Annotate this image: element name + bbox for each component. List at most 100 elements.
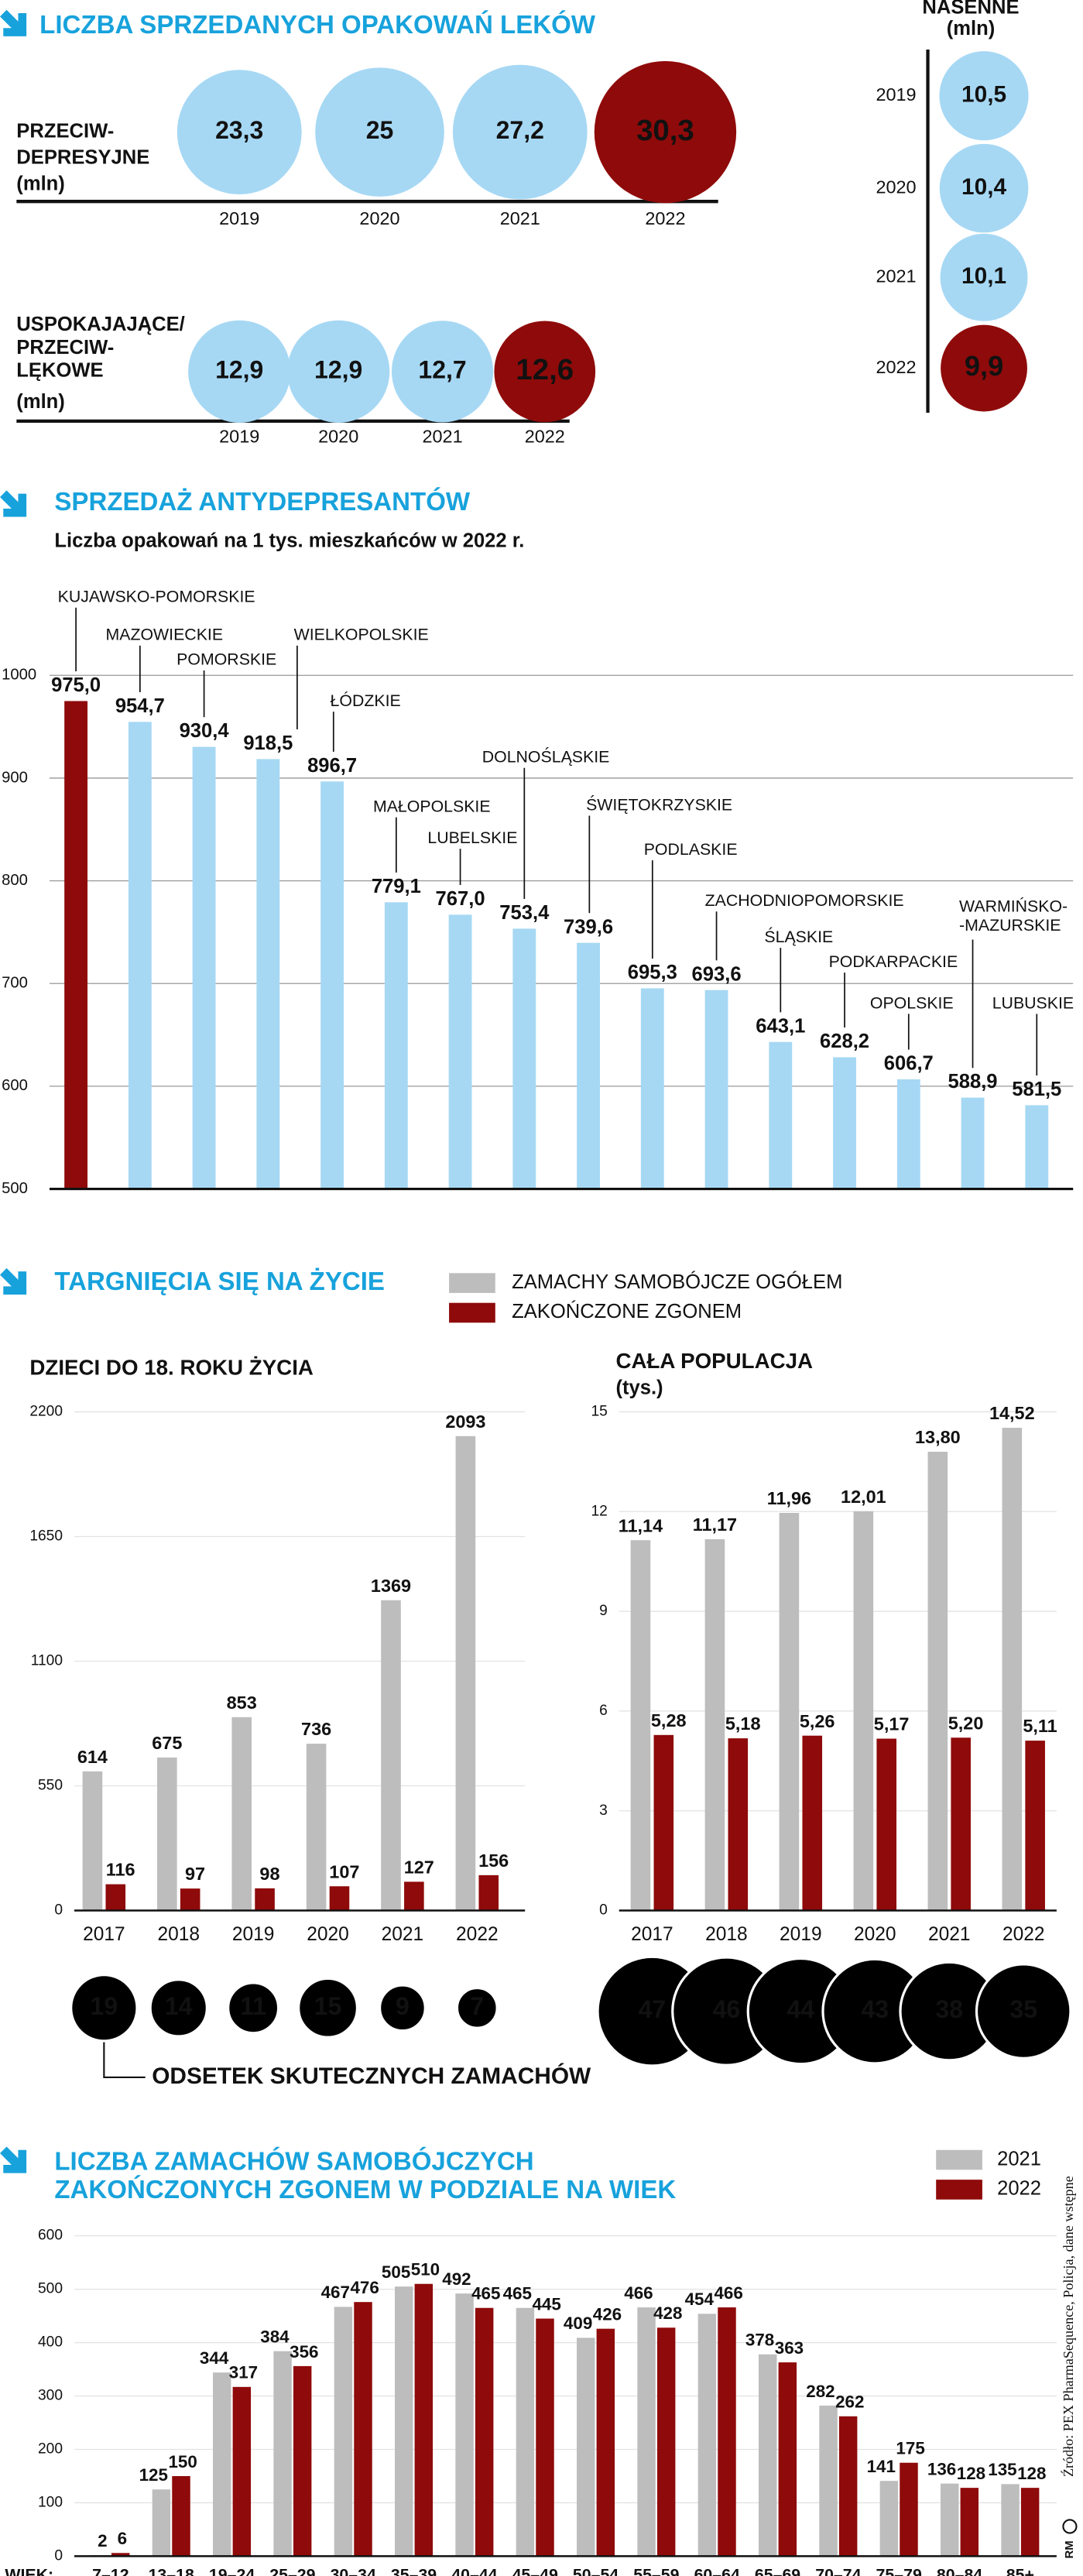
value-label: 5,18	[725, 1713, 761, 1734]
year-label: 2021	[422, 426, 462, 446]
bar	[896, 1079, 920, 1189]
value-label: 614	[77, 1747, 108, 1767]
value-label: 128	[1017, 2464, 1046, 2483]
bar	[273, 2351, 292, 2557]
value-label: 2	[98, 2531, 107, 2550]
year-label: 2022	[525, 426, 565, 446]
bar	[172, 2475, 190, 2557]
value-label: 128	[957, 2464, 985, 2483]
x-tick-label: 85+	[1006, 2566, 1034, 2576]
y-tick-label: 15	[591, 1404, 607, 1420]
rate-bubble	[455, 1986, 499, 2029]
value-label: 739,6	[564, 916, 613, 938]
bar	[448, 914, 472, 1189]
value-label: 344	[200, 2348, 229, 2368]
bar	[475, 2307, 494, 2557]
value-label: 5,26	[800, 1711, 835, 1731]
year-label: 2022	[876, 357, 916, 377]
y-tick-label: 200	[38, 2441, 63, 2458]
chart-title: LICZBA ZAMACHÓW SAMOBÓJCZYCH	[54, 2147, 533, 2176]
value-label: 135	[988, 2460, 1016, 2479]
value-label: 11,96	[767, 1488, 811, 1508]
row-label: PRZECIW-	[16, 337, 114, 358]
bar	[630, 1540, 651, 1911]
x-tick-label: 80–84	[937, 2566, 982, 2576]
bar	[640, 988, 664, 1189]
value-label: 25	[366, 116, 394, 144]
legend-label: 2022	[997, 2178, 1041, 2200]
subtitle: Liczba opakowań na 1 tys. mieszkańców w …	[54, 530, 524, 551]
bar	[256, 759, 280, 1189]
value-label: 693,6	[692, 963, 742, 985]
value-label: 779,1	[372, 876, 421, 897]
value-label: 12,6	[516, 353, 574, 386]
value-label: 606,7	[884, 1053, 934, 1075]
legend-swatch	[936, 2180, 982, 2200]
x-tick-label: 25–29	[269, 2566, 315, 2576]
bar	[455, 1435, 476, 1911]
bubble	[940, 233, 1028, 321]
legend-label: ZAMACHY SAMOBÓJCZE OGÓŁEM	[512, 1271, 842, 1293]
bar	[404, 1881, 424, 1911]
y-tick-label: 9	[599, 1603, 608, 1619]
value-label: 753,4	[499, 902, 550, 924]
category-label: WARMIŃSKO--MAZURSKIE	[959, 896, 1068, 935]
y-tick-label: 600	[38, 2228, 63, 2244]
subtitle: CAŁA POPULACJA	[615, 1349, 813, 1373]
bar	[381, 1600, 401, 1911]
category-label: ŁÓDZKIE	[331, 691, 401, 710]
x-tick-label: 2019	[780, 1924, 822, 1945]
bar	[320, 781, 344, 1189]
value-label: 13,80	[915, 1427, 961, 1447]
rate-label: 46	[713, 1995, 741, 2023]
value-label: 141	[867, 2457, 896, 2476]
y-tick-label: 12	[591, 1503, 607, 1519]
value-label: 643,1	[756, 1015, 805, 1037]
y-tick-label: 0	[599, 1902, 608, 1919]
value-label: 12,7	[418, 355, 466, 383]
year-label: 2020	[318, 426, 358, 446]
value-label: 27,2	[496, 116, 544, 144]
bar	[833, 1057, 856, 1189]
category-label: MAZOWIECKIE	[105, 626, 223, 644]
x-tick-label: 45–49	[512, 2566, 558, 2576]
y-tick-label: 500	[2, 1180, 28, 1197]
bar	[329, 1886, 350, 1911]
value-label: 588,9	[948, 1071, 998, 1092]
year-label: 2021	[876, 266, 916, 286]
legend-swatch	[449, 1302, 495, 1323]
y-tick-label: 500	[38, 2281, 63, 2297]
row-label: (mln)	[947, 18, 996, 39]
value-label: 10,4	[961, 174, 1006, 200]
legend-swatch	[936, 2149, 982, 2170]
value-label: 736	[301, 1719, 331, 1739]
category-label: LUBUSKIE	[992, 993, 1074, 1012]
legend-label: 2021	[997, 2148, 1041, 2170]
category-label: KUJAWSKO-POMORSKIE	[58, 588, 255, 606]
bar	[306, 1744, 327, 1911]
bar	[653, 1734, 674, 1911]
value-label: 409	[564, 2314, 592, 2333]
bar	[802, 1735, 823, 1911]
value-label: 97	[185, 1864, 205, 1884]
rate-bubble	[378, 1984, 427, 2032]
category-label: POMORSKIE	[177, 650, 276, 669]
bar	[778, 2362, 797, 2557]
bar	[512, 928, 536, 1189]
x-tick-label: 2018	[157, 1924, 200, 1945]
bar	[334, 2307, 353, 2557]
category-label: ZACHODNIOPOMORSKIE	[705, 891, 904, 910]
bar	[704, 1538, 725, 1911]
value-label: 466	[714, 2283, 742, 2303]
bar	[637, 2307, 656, 2557]
bar	[1025, 1105, 1049, 1189]
value-label: 175	[896, 2439, 924, 2458]
rate-label: 11	[240, 1992, 266, 2020]
category-label: ŚLĄSKIE	[764, 927, 833, 946]
value-label: 12,01	[841, 1487, 886, 1507]
bar	[536, 2318, 554, 2557]
value-label: 150	[168, 2452, 197, 2471]
x-axis-label: WIEK:	[5, 2566, 53, 2576]
year-label: 2022	[645, 208, 685, 228]
bubble	[494, 321, 596, 423]
